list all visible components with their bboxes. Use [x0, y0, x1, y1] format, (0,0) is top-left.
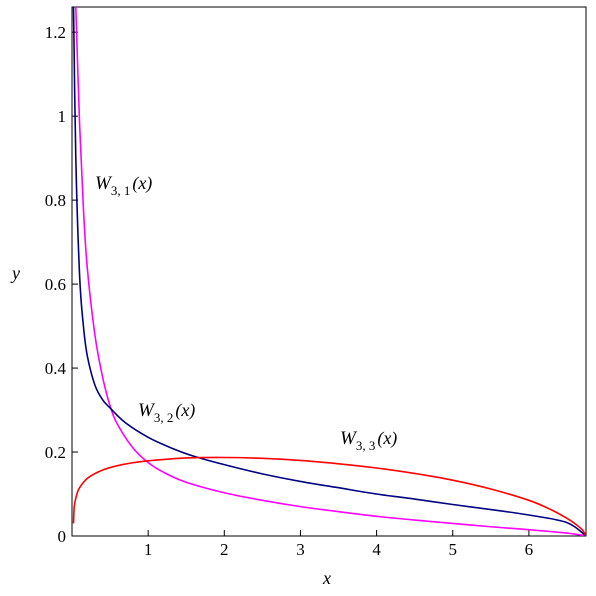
- series-line-w32: [72, 7, 586, 536]
- y-tick-label: 1: [58, 107, 67, 126]
- y-tick-label: 1.2: [45, 23, 66, 42]
- series-layer: [72, 7, 586, 536]
- x-tick-label: 4: [372, 540, 381, 559]
- y-axis-label: y: [10, 263, 20, 283]
- x-tick-label: 2: [220, 540, 229, 559]
- x-tick-label: 6: [525, 540, 534, 559]
- y-tick-label: 0.8: [45, 191, 66, 210]
- labels-layer: W3, 1 (x) W3, 2 (x) W3, 3 (x): [95, 173, 397, 453]
- series-line-w31: [75, 7, 586, 536]
- series-label-w32: W3, 2 (x): [138, 400, 195, 425]
- y-tick-label: 0.2: [45, 443, 66, 462]
- x-axis-label: x: [322, 568, 331, 588]
- y-tick-label: 0.6: [45, 275, 66, 294]
- y-tick-label: 0.4: [45, 359, 67, 378]
- x-tick-label: 1: [144, 540, 153, 559]
- plot-frame: [71, 6, 587, 537]
- x-tick-label: 5: [448, 540, 457, 559]
- axes-layer: 1 2 3 4 5 6 0 0.2 0.4 0.6 0.8 1 1.2: [45, 23, 533, 559]
- y-tick-label: 0: [58, 527, 67, 546]
- x-tick-label: 3: [296, 540, 305, 559]
- series-label-w33: W3, 3 (x): [340, 428, 397, 453]
- series-line-w33: [72, 456, 586, 536]
- series-label-w31: W3, 1 (x): [95, 173, 152, 198]
